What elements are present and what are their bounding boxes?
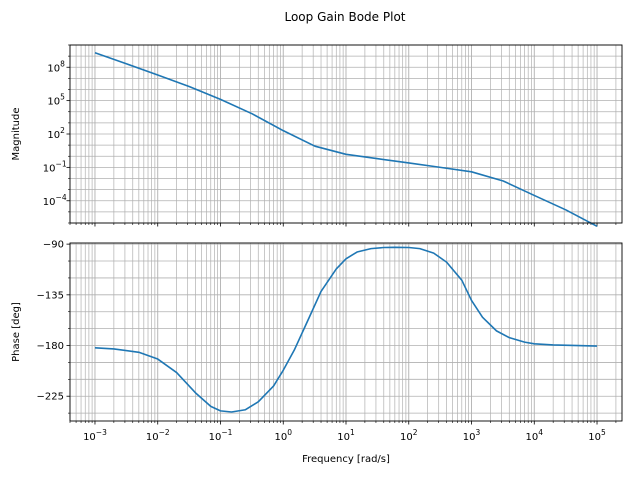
tick-label-base: 10	[47, 130, 60, 141]
x-tick-label: 10−1	[209, 428, 233, 443]
tick-label-exponent: −3	[96, 428, 107, 437]
figure-title: Loop Gain Bode Plot	[284, 10, 405, 24]
y-tick-label: 108	[47, 59, 65, 74]
tick-label-exponent: 2	[60, 126, 65, 135]
y-axis-label: Phase [deg]	[11, 302, 22, 362]
x-tick-label: 10−3	[83, 428, 107, 443]
x-tick-label: 101	[337, 428, 355, 443]
tick-label-exponent: 8	[60, 59, 65, 68]
tick-label-exponent: 2	[413, 428, 418, 437]
x-tick-label: 10−2	[146, 428, 170, 443]
tick-label-base: 10	[43, 197, 56, 208]
x-axis-label: Frequency [rad/s]	[302, 454, 390, 465]
tick-label-exponent: −1	[56, 159, 67, 168]
tick-label-exponent: −4	[56, 193, 67, 202]
tick-label-base: 10	[400, 432, 413, 443]
tick-label-exponent: 4	[538, 428, 543, 437]
x-tick-label: 100	[274, 428, 292, 443]
tick-label-exponent: 3	[475, 428, 480, 437]
y-tick-label: 10−1	[43, 159, 67, 174]
tick-label-base: 10	[43, 163, 56, 174]
tick-label-base: 10	[47, 63, 60, 74]
x-tick-label: 104	[526, 428, 544, 443]
y-tick-label: 102	[47, 126, 65, 141]
y-tick-label: 105	[47, 93, 65, 108]
phase-curve	[94, 246, 598, 413]
tick-label-base: 10	[274, 432, 287, 443]
y-axis-label: Magnitude	[11, 108, 22, 161]
x-tick-label: 105	[588, 428, 606, 443]
tick-label-base: 10	[337, 432, 350, 443]
y-tick-label: −135	[37, 290, 64, 301]
tick-label-exponent: −1	[221, 428, 232, 437]
tick-label-base: 10	[463, 432, 476, 443]
tick-label-base: 10	[588, 432, 601, 443]
tick-label-exponent: 5	[60, 93, 65, 102]
y-tick-label: −180	[37, 341, 64, 352]
axes-frame	[69, 44, 623, 224]
grid-lines	[69, 243, 622, 421]
tick-label-exponent: −2	[159, 428, 170, 437]
tick-label-base: 10	[47, 97, 60, 108]
tick-label-exponent: 5	[601, 428, 606, 437]
tick-label-exponent: 0	[287, 428, 292, 437]
grid-lines	[69, 44, 622, 224]
tick-label-base: 10	[209, 432, 222, 443]
tick-label-exponent: 1	[350, 428, 355, 437]
tick-label-base: 10	[146, 432, 159, 443]
tick-label-base: 10	[526, 432, 539, 443]
y-tick-label: −90	[43, 240, 64, 251]
x-tick-label: 103	[463, 428, 481, 443]
tick-label-base: 10	[83, 432, 96, 443]
axes-frame	[69, 242, 623, 422]
x-tick-label: 102	[400, 428, 418, 443]
magnitude-curve	[94, 52, 598, 228]
y-tick-label: −225	[37, 392, 64, 403]
y-tick-label: 10−4	[43, 193, 67, 208]
